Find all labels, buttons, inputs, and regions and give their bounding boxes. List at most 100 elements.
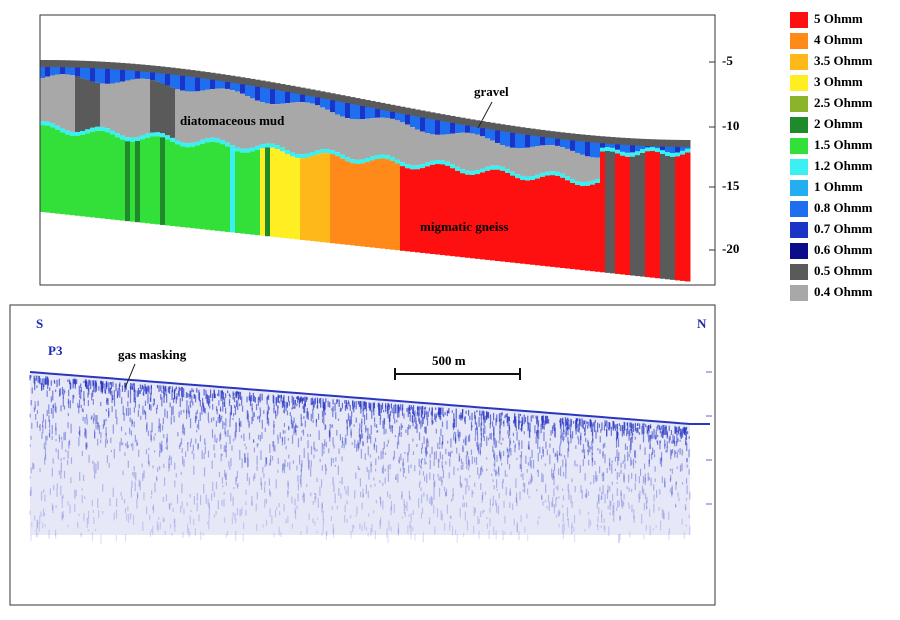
layer-cell bbox=[485, 167, 491, 171]
layer-cell bbox=[45, 67, 51, 77]
layer-cell bbox=[75, 77, 81, 132]
layer-cell bbox=[330, 93, 336, 101]
layer-cell bbox=[480, 136, 486, 168]
legend-swatch bbox=[790, 201, 808, 217]
layer-cell bbox=[145, 72, 151, 79]
layer-cell bbox=[675, 156, 681, 280]
layer-cell bbox=[685, 153, 691, 282]
layer-cell bbox=[40, 60, 46, 68]
layer-cell bbox=[340, 102, 346, 116]
layer-cell bbox=[520, 148, 526, 176]
layer-cell bbox=[590, 135, 596, 143]
layer-cell bbox=[570, 179, 576, 183]
layer-cell bbox=[590, 181, 596, 185]
layer-cell bbox=[465, 175, 471, 258]
layer-cell bbox=[420, 118, 426, 132]
layer-cell bbox=[370, 118, 376, 156]
profile-id: P3 bbox=[48, 343, 63, 358]
layer-cell bbox=[110, 69, 116, 83]
layer-cell bbox=[290, 156, 296, 238]
layer-cell bbox=[290, 86, 296, 94]
layer-cell bbox=[550, 131, 556, 139]
layer-cell bbox=[125, 70, 131, 80]
legend-label: 0.6 Ohmm bbox=[814, 242, 873, 257]
layer-cell bbox=[135, 71, 141, 79]
layer-cell bbox=[170, 68, 176, 76]
layer-cell bbox=[370, 156, 376, 160]
layer-cell bbox=[355, 98, 361, 106]
layer-cell bbox=[460, 125, 466, 133]
layer-cell bbox=[400, 122, 406, 162]
layer-cell bbox=[135, 141, 141, 222]
layer-cell bbox=[325, 110, 331, 149]
layer-cell bbox=[650, 147, 656, 151]
layer-cell bbox=[125, 137, 131, 141]
layer-cell bbox=[545, 138, 551, 145]
layer-cell bbox=[155, 136, 161, 224]
layer-cell bbox=[280, 91, 286, 104]
layer-cell bbox=[390, 105, 396, 113]
layer-cell bbox=[110, 131, 116, 135]
layer-cell bbox=[445, 162, 451, 166]
layer-cell bbox=[295, 87, 301, 95]
layer-cell bbox=[555, 132, 561, 140]
layer-cell bbox=[165, 135, 171, 139]
layer-cell bbox=[365, 162, 371, 247]
layer-cell bbox=[280, 151, 286, 237]
layer-cell bbox=[625, 138, 631, 146]
layer-cell bbox=[250, 79, 256, 87]
layer-cell bbox=[355, 164, 361, 246]
layer-cell bbox=[515, 148, 521, 174]
layer-cell bbox=[445, 166, 451, 256]
layer-cell bbox=[150, 66, 156, 74]
legend-label: 0.7 Ohmm bbox=[814, 221, 873, 236]
layer-cell bbox=[625, 157, 631, 275]
legend-swatch bbox=[790, 117, 808, 133]
layer-cell bbox=[505, 169, 511, 173]
layer-cell bbox=[610, 152, 616, 274]
layer-cell bbox=[90, 68, 96, 81]
layer-cell bbox=[285, 85, 291, 93]
depth-tick-label: -10 bbox=[722, 118, 739, 133]
legend-swatch bbox=[790, 54, 808, 70]
layer-cell bbox=[130, 71, 136, 80]
layer-cell bbox=[675, 152, 681, 156]
layer-cell bbox=[95, 83, 101, 127]
layer-cell bbox=[545, 131, 551, 139]
legend-label: 4 Ohmm bbox=[814, 32, 863, 47]
layer-cell bbox=[225, 75, 231, 83]
layer-cell bbox=[320, 107, 326, 149]
layer-cell bbox=[360, 159, 366, 163]
layer-cell bbox=[530, 176, 536, 180]
legend-label: 0.8 Ohmm bbox=[814, 200, 873, 215]
layer-cell bbox=[345, 118, 351, 157]
depth-tick-label: -20 bbox=[722, 241, 739, 256]
layer-cell bbox=[460, 169, 466, 173]
layer-cell bbox=[220, 81, 226, 88]
legend-swatch bbox=[790, 285, 808, 301]
layer-cell bbox=[415, 169, 421, 252]
layer-cell bbox=[85, 68, 91, 80]
layer-cell bbox=[200, 71, 206, 79]
layer-cell bbox=[395, 163, 401, 250]
layer-cell bbox=[415, 110, 421, 118]
layer-cell bbox=[400, 166, 406, 251]
layer-cell bbox=[515, 178, 521, 263]
layer-cell bbox=[175, 75, 181, 89]
layer-cell bbox=[530, 180, 536, 265]
layer-cell bbox=[300, 154, 306, 158]
layer-cell bbox=[225, 143, 231, 147]
layer-cell bbox=[470, 133, 476, 170]
layer-cell bbox=[460, 118, 466, 126]
layer-cell bbox=[70, 136, 76, 215]
layer-cell bbox=[180, 146, 186, 227]
layer-cell bbox=[620, 156, 626, 275]
layer-cell bbox=[475, 170, 481, 174]
layer-cell bbox=[635, 155, 641, 276]
layer-cell bbox=[295, 102, 301, 154]
layer-cell bbox=[570, 133, 576, 141]
layer-cell bbox=[670, 157, 676, 280]
layer-cell bbox=[550, 138, 556, 145]
layer-cell bbox=[240, 84, 246, 93]
layer-cell bbox=[145, 134, 151, 138]
